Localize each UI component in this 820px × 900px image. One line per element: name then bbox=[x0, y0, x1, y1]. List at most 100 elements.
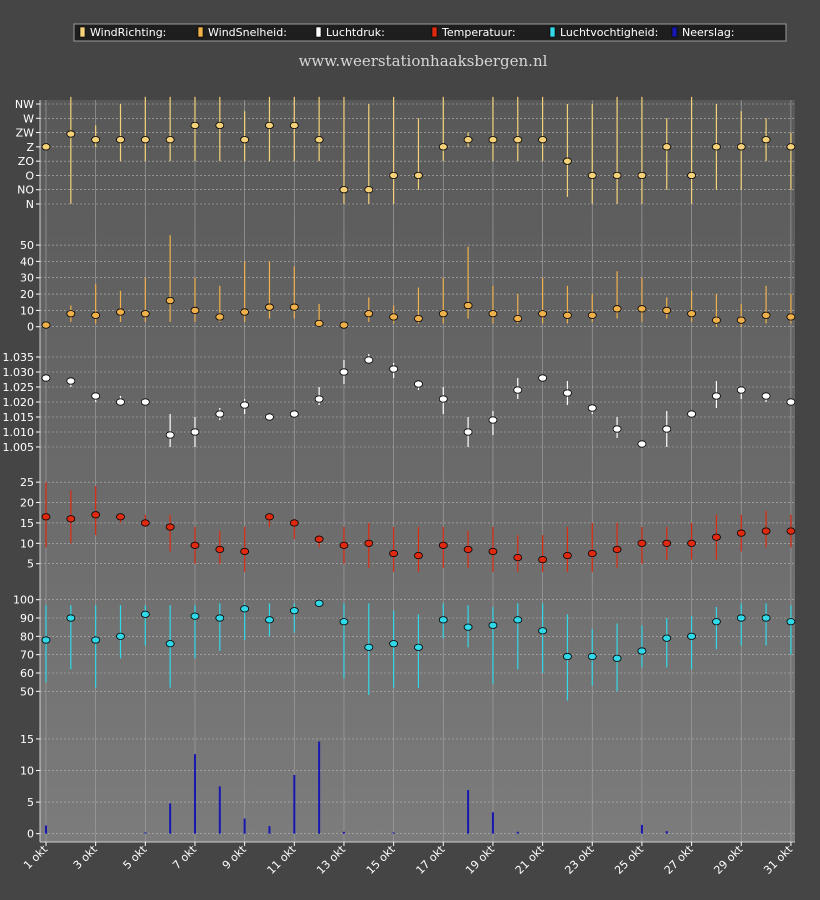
y-tick-label: 50 bbox=[20, 239, 34, 252]
data-point bbox=[414, 171, 423, 180]
data-point bbox=[637, 647, 647, 655]
y-tick-label: NW bbox=[15, 98, 34, 111]
data-point bbox=[538, 136, 547, 144]
data-point bbox=[438, 541, 448, 549]
legend-label: Neerslag: bbox=[682, 26, 735, 39]
data-point bbox=[116, 136, 125, 144]
bar bbox=[665, 831, 668, 834]
data-point bbox=[761, 136, 771, 144]
legend-item: WindRichting: bbox=[79, 26, 166, 39]
bar bbox=[293, 774, 296, 834]
data-point bbox=[289, 410, 299, 418]
data-point bbox=[786, 313, 796, 321]
data-point bbox=[712, 392, 721, 400]
bar bbox=[243, 818, 246, 834]
y-tick-label: 15 bbox=[20, 517, 34, 530]
data-point bbox=[712, 316, 721, 324]
data-point bbox=[389, 171, 399, 180]
data-point bbox=[289, 303, 299, 311]
y-tick-label: 1.030 bbox=[3, 366, 35, 379]
x-tick-label: 31 okt bbox=[761, 842, 795, 876]
data-point bbox=[165, 296, 175, 305]
data-point bbox=[612, 425, 622, 433]
data-point bbox=[414, 314, 423, 323]
data-point bbox=[364, 539, 374, 547]
legend-label: Luchtdruk: bbox=[326, 26, 385, 39]
data-point bbox=[463, 301, 473, 310]
bar bbox=[268, 826, 271, 834]
data-point bbox=[41, 374, 51, 382]
data-point bbox=[289, 121, 299, 130]
data-point bbox=[761, 527, 771, 535]
data-point bbox=[91, 311, 101, 319]
data-point bbox=[538, 374, 547, 382]
data-point bbox=[736, 386, 746, 394]
data-point bbox=[563, 551, 572, 560]
legend-label: Luchtvochtigheid: bbox=[560, 26, 658, 39]
data-point bbox=[116, 632, 125, 640]
x-tick-label: 25 okt bbox=[612, 842, 646, 876]
data-point bbox=[265, 413, 274, 421]
data-point bbox=[612, 305, 622, 313]
bar bbox=[516, 831, 519, 834]
data-point bbox=[637, 440, 647, 448]
data-point bbox=[463, 545, 473, 554]
data-point bbox=[190, 541, 200, 549]
data-point bbox=[265, 121, 274, 130]
data-point bbox=[438, 395, 448, 403]
bar bbox=[45, 825, 47, 834]
data-point bbox=[66, 310, 76, 318]
data-point bbox=[662, 425, 672, 433]
data-point bbox=[662, 634, 672, 642]
data-point bbox=[165, 523, 175, 531]
data-point bbox=[364, 310, 374, 318]
x-tick-label: 1 okt bbox=[21, 842, 50, 871]
data-point bbox=[712, 143, 721, 151]
data-point bbox=[736, 143, 746, 151]
data-point bbox=[463, 428, 473, 436]
data-point bbox=[240, 136, 250, 144]
x-tick-label: 23 okt bbox=[562, 842, 596, 876]
series-temperatuur bbox=[41, 482, 796, 572]
data-point bbox=[687, 632, 696, 640]
series-windrichting bbox=[41, 96, 796, 204]
data-point bbox=[140, 398, 150, 406]
data-point bbox=[339, 186, 349, 194]
data-point bbox=[314, 535, 324, 543]
data-point bbox=[339, 618, 349, 626]
data-point bbox=[438, 143, 448, 151]
series-neerslag bbox=[45, 741, 668, 834]
legend-swatch bbox=[431, 26, 438, 38]
data-point bbox=[563, 389, 572, 397]
data-point bbox=[91, 511, 101, 519]
bar bbox=[467, 790, 470, 834]
plot-background bbox=[40, 100, 795, 842]
bar bbox=[144, 832, 147, 834]
y-tick-label: 1.010 bbox=[3, 426, 35, 439]
y-tick-label: 40 bbox=[20, 255, 34, 268]
data-point bbox=[662, 143, 672, 151]
data-point bbox=[215, 614, 225, 622]
data-point bbox=[190, 121, 200, 130]
legend-swatch bbox=[197, 26, 204, 38]
y-tick-label: 80 bbox=[20, 630, 34, 643]
x-tick-label: 19 okt bbox=[463, 842, 497, 876]
y-tick-label: N bbox=[26, 198, 34, 211]
y-tick-label: 30 bbox=[20, 272, 34, 285]
data-point bbox=[240, 547, 250, 556]
x-tick-label: 5 okt bbox=[121, 842, 150, 871]
y-tick-label: 1.025 bbox=[3, 381, 35, 394]
data-point bbox=[513, 616, 523, 624]
data-point bbox=[414, 643, 423, 651]
data-point bbox=[314, 599, 324, 607]
data-point bbox=[761, 392, 771, 400]
data-point bbox=[165, 640, 175, 648]
data-point bbox=[687, 539, 696, 547]
y-tick-label: 1.005 bbox=[3, 441, 35, 454]
y-tick-label: 90 bbox=[20, 612, 34, 625]
x-tick-label: 3 okt bbox=[71, 842, 100, 871]
data-point bbox=[190, 306, 200, 314]
y-tick-label: 60 bbox=[20, 667, 34, 680]
data-point bbox=[637, 305, 647, 313]
